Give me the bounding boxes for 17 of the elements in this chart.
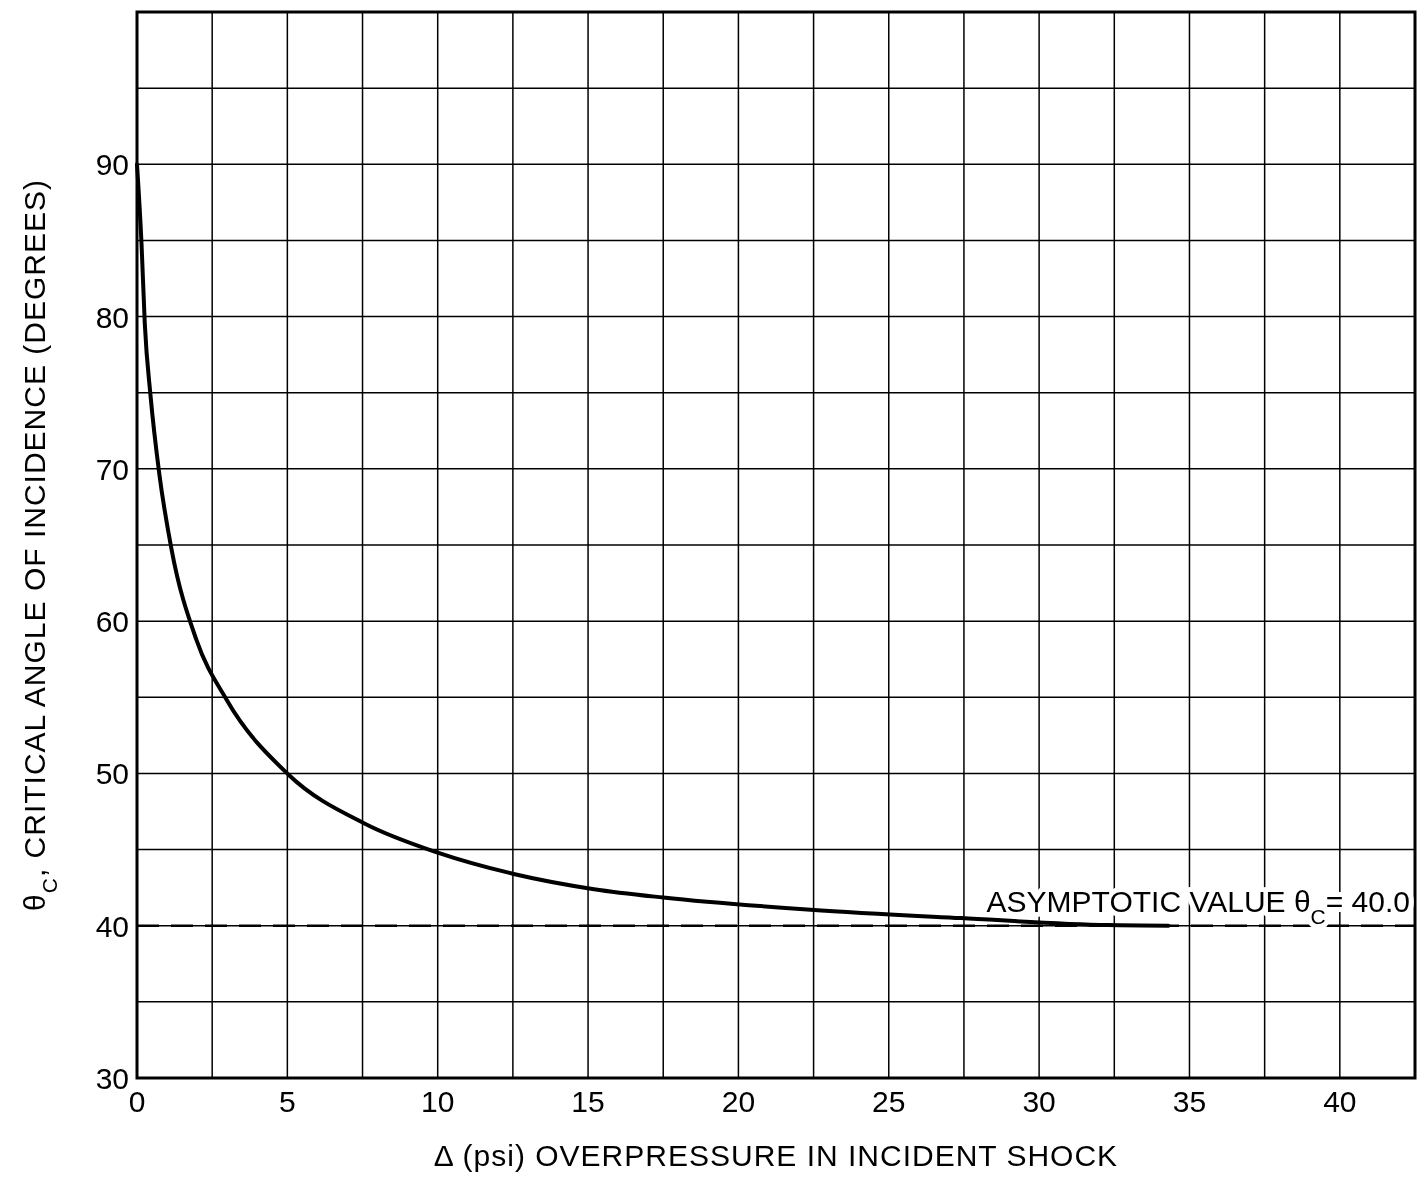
- x-tick-label: 15: [571, 1085, 605, 1118]
- y-tick-label: 30: [95, 1062, 129, 1095]
- y-tick-label: 50: [95, 757, 129, 791]
- x-tick-label: 5: [279, 1085, 296, 1118]
- x-tick-label: 0: [128, 1085, 146, 1118]
- x-tick-label: 10: [421, 1085, 455, 1118]
- x-tick-label: 40: [1323, 1085, 1357, 1118]
- y-tick-label: 40: [95, 909, 129, 943]
- x-tick-label: 20: [721, 1085, 756, 1118]
- x-tick-label: 25: [872, 1085, 906, 1118]
- y-tick-label: 90: [95, 148, 129, 182]
- y-tick-label: 70: [95, 452, 129, 486]
- x-tick-label: 35: [1172, 1085, 1207, 1118]
- x-axis-title: Δ (psi) OVERPRESSURE IN INCIDENT SHOCK: [433, 1139, 1119, 1172]
- x-tick-label: 30: [1022, 1085, 1056, 1118]
- y-tick-label: 60: [95, 605, 129, 639]
- y-tick-label: 80: [95, 300, 129, 334]
